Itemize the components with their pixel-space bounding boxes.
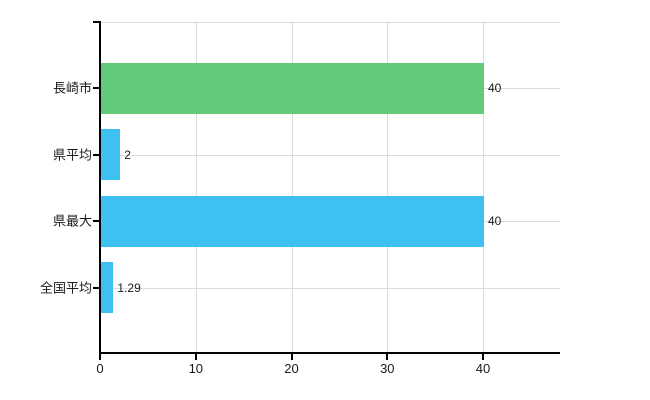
bar — [101, 62, 484, 114]
value-label: 1.29 — [117, 280, 141, 295]
gridline-h — [100, 154, 560, 156]
gridline-h — [100, 22, 560, 23]
axis-tick-x — [386, 354, 389, 360]
axis-tick-y — [93, 21, 99, 23]
axis-tick-y — [93, 286, 99, 289]
gridline-v — [387, 22, 389, 353]
x-tick-label: 40 — [475, 361, 491, 376]
category-label: 県平均 — [52, 147, 92, 162]
category-label: 県最大 — [52, 213, 92, 229]
gridline-v — [483, 22, 484, 353]
axis-tick-y — [93, 87, 99, 89]
value-label: 2 — [124, 147, 131, 162]
category-label: 長崎市 — [52, 80, 92, 96]
gridline-v — [195, 22, 197, 353]
x-tick-label: 30 — [380, 361, 395, 376]
bar — [101, 262, 114, 313]
axis-tick-y — [93, 153, 99, 156]
axis-tick-x — [99, 354, 101, 360]
gridline-v — [291, 22, 293, 353]
value-label: 40 — [488, 214, 502, 228]
axis-tick-x — [194, 354, 197, 360]
gridline-h — [100, 287, 560, 289]
axis-tick-x — [482, 354, 484, 360]
x-tick-label: 0 — [96, 361, 104, 376]
category-label: 全国平均 — [39, 280, 92, 295]
axis-tick-y — [93, 220, 99, 222]
bar — [101, 195, 484, 247]
value-label: 40 — [488, 81, 502, 95]
x-axis-line — [99, 352, 560, 354]
x-tick-label: 10 — [188, 361, 204, 376]
x-tick-label: 20 — [284, 361, 299, 376]
axis-tick-x — [290, 354, 293, 360]
y-axis-line — [99, 21, 101, 355]
bar — [101, 129, 121, 180]
